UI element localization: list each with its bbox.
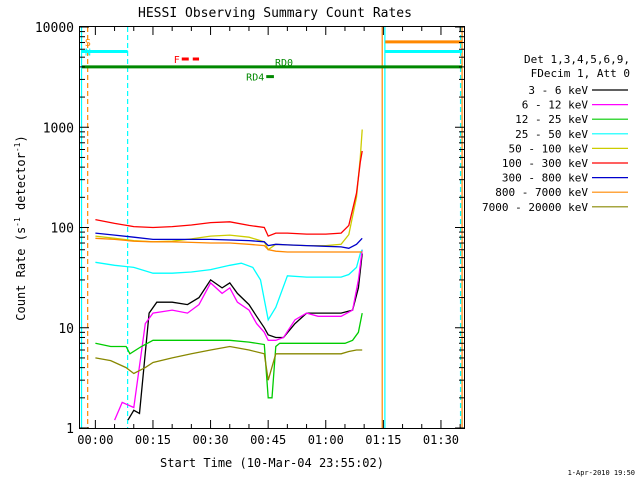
- x-tick-label-6: 01:30: [423, 433, 459, 447]
- y-tick-label-1: 10: [58, 322, 74, 337]
- state-label-rd0: RD0: [275, 58, 293, 69]
- series-line-5: [95, 150, 363, 237]
- legend-label-2: 12 - 25 keV: [515, 113, 588, 126]
- y-tick-label-2: 100: [51, 222, 74, 237]
- series-line-3: [95, 249, 363, 322]
- y-axis-label-end: ): [14, 135, 28, 142]
- legend-label-6: 300 - 800 keV: [502, 172, 588, 185]
- series-line-1: [114, 249, 363, 421]
- y-axis-label-main: Count Rate (s: [14, 227, 28, 321]
- y-tick-label-3: 1000: [43, 121, 74, 136]
- legend-label-8: 7000 - 20000 keV: [482, 201, 588, 214]
- x-axis-label: Start Time (10-Mar-04 23:55:02): [160, 456, 384, 470]
- x-tick-label-3: 00:45: [250, 433, 286, 447]
- state-label-n: N: [85, 47, 91, 58]
- y-tick-label-0: 1: [66, 422, 74, 437]
- x-tick-label-5: 01:15: [365, 433, 401, 447]
- series-line-8: [95, 345, 363, 381]
- x-tick-label-4: 01:00: [308, 433, 344, 447]
- legend-header-line-1: Det 1,3,4,5,6,9,: [524, 53, 630, 66]
- x-tick-label-1: 00:15: [135, 433, 171, 447]
- series-layer: [95, 129, 363, 421]
- legend-label-7: 800 - 7000 keV: [495, 186, 588, 199]
- x-tick-label-0: 00:00: [77, 433, 113, 447]
- state-label-rd4: RD4: [246, 73, 264, 84]
- y-tick-label-4: 10000: [35, 21, 74, 36]
- series-line-6: [95, 232, 363, 249]
- y-axis-label-sup2: -1: [13, 142, 22, 152]
- y-axis-label-sup1: -1: [13, 217, 22, 227]
- legend-label-4: 50 - 100 keV: [509, 142, 589, 155]
- legend: Det 1,3,4,5,6,9, FDecim 1, Att 0 3 - 6 k…: [482, 53, 630, 214]
- legend-header-line-2: FDecim 1, Att 0: [531, 67, 630, 80]
- plot-frame: [79, 26, 465, 429]
- legend-label-5: 100 - 300 keV: [502, 157, 588, 170]
- legend-label-3: 25 - 50 keV: [515, 128, 588, 141]
- series-line-7: [95, 237, 363, 253]
- series-line-0: [127, 253, 363, 421]
- legend-label-1: 6 - 12 keV: [522, 99, 589, 112]
- axes: 00:00 00:15 00:30 00:45 01:00 01:15 01:30 1 10 10…: [35, 21, 464, 447]
- y-axis-label: Count Rate (s-1 detector-1): [13, 135, 28, 320]
- legend-label-0: 3 - 6 keV: [528, 84, 588, 97]
- state-label-s: S: [85, 38, 91, 49]
- state-label-f: F: [174, 55, 180, 66]
- y-axis-label-mid: detector: [14, 152, 28, 217]
- chart-title: HESSI Observing Summary Count Rates: [138, 6, 412, 21]
- footer-timestamp: 1-Apr-2010 19:50: [568, 469, 635, 477]
- x-tick-label-2: 00:30: [192, 433, 228, 447]
